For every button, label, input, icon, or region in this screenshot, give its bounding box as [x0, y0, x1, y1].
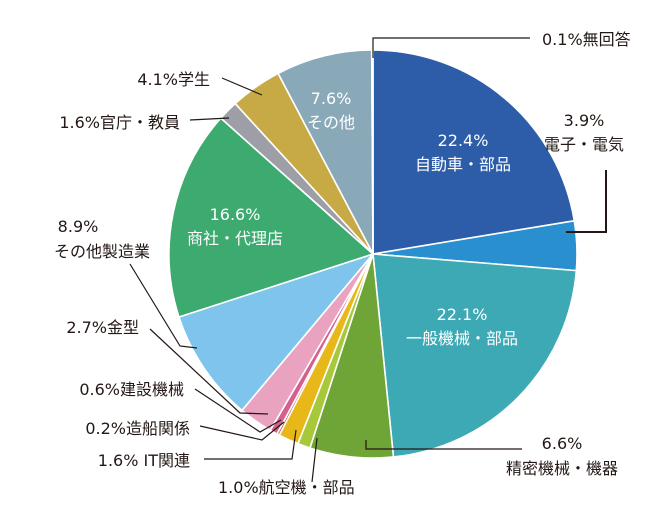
slices-layer [168, 49, 578, 459]
slice-name-label-0: 自動車・部品 [415, 155, 511, 174]
leader-line-11 [189, 117, 230, 121]
pie-slice-13 [277, 49, 374, 255]
slice-pct-label-10: 16.6% [210, 205, 261, 224]
outside-label-8-line-0: 2.7%金型 [66, 318, 139, 337]
outside-label-9-line-1: その他製造業 [54, 242, 150, 261]
slice-pct-label-0: 22.4% [438, 131, 489, 150]
outside-label-12-line-0: 4.1%学生 [137, 70, 210, 89]
slice-pct-label-2: 22.1% [437, 305, 488, 324]
pie-slice-0 [372, 49, 576, 255]
leader-line-9 [129, 263, 198, 349]
outside-label-14-line-0: 0.1%無回答 [542, 30, 631, 49]
outside-label-9-line-0: 8.9% [58, 217, 99, 236]
slice-name-label-13: その他 [307, 113, 355, 132]
pie-slice-2 [372, 253, 578, 458]
pie-slice-10 [168, 117, 374, 318]
outside-label-6-line-0: 0.2%造船関係 [85, 419, 190, 438]
leader-line-6 [199, 421, 285, 441]
leader-line-8 [149, 328, 269, 415]
outside-label-11-line-0: 1.6%官庁・教員 [59, 113, 180, 132]
leader-line-14 [372, 37, 530, 58]
leader-line-4 [311, 437, 318, 483]
leader-line-5 [204, 429, 297, 460]
leaders-layer [129, 37, 607, 483]
outside-label-7-line-0: 0.6%建設機械 [79, 380, 184, 399]
slice-name-label-10: 商社・代理店 [187, 229, 283, 248]
leader-line-3 [365, 440, 522, 450]
outside-label-5-line-0: 1.6% IT関連 [98, 451, 190, 470]
leader-line-1 [566, 170, 607, 233]
labels-layer: 22.4% 自動車・部品 22.1% 一般機械・部品 16.6% 商社・代理店 7.6% その… [54, 30, 631, 497]
pie-slice-9 [178, 253, 374, 412]
leader-line-12 [221, 77, 263, 96]
outside-label-1-line-1: 電子・電気 [544, 135, 624, 154]
outside-label-3-line-0: 6.6% [542, 434, 583, 453]
slice-pct-label-13: 7.6% [311, 89, 352, 108]
outside-label-1-line-0: 3.9% [564, 111, 605, 130]
outside-label-4-line-0: 1.0%航空機・部品 [218, 478, 355, 497]
leader-line-7 [194, 388, 282, 433]
slice-name-label-2: 一般機械・部品 [406, 329, 518, 348]
outside-label-3-line-1: 精密機械・機器 [506, 459, 618, 478]
